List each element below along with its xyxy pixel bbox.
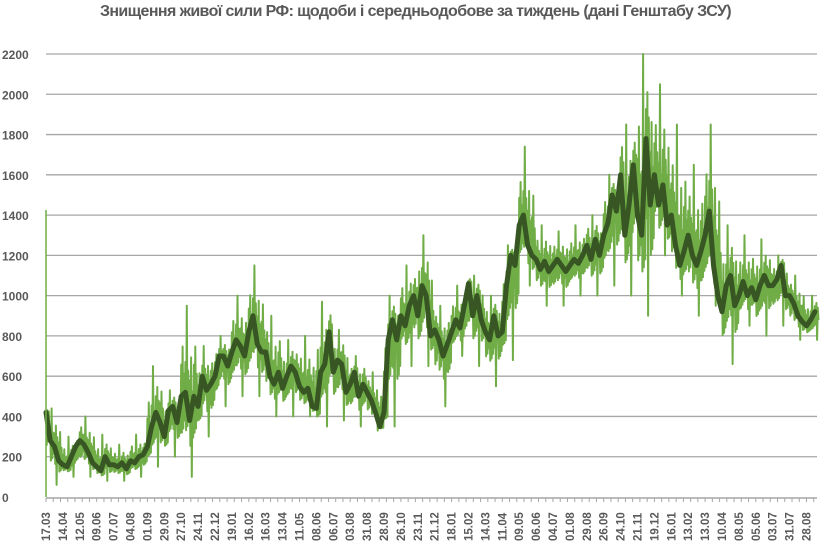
x-tick-label: 24.11 [193,512,205,541]
y-axis: 0 200 400 600 800 1000 1200 1400 1600 1800 2000 220… [2,48,29,505]
y-tick-label: 600 [2,370,22,384]
x-tick-label: 14.03 [480,512,492,541]
x-tick-label: 17.03 [41,512,53,541]
x-tick-label: 11.04 [497,512,509,541]
x-tick-label: 22.12 [210,512,222,541]
y-tick-label: 0 [2,491,9,505]
x-tick-label: 19.12 [649,512,661,541]
x-tick-label: 18.01 [447,512,459,541]
x-tick-label: 28.08 [802,512,814,541]
x-tick-label: 16.01 [666,512,678,541]
x-tick-label: 23.11 [413,512,425,541]
x-tick-label: 06.07 [328,512,340,541]
x-tick-label: 15.02 [464,512,476,541]
x-tick-label: 11.05 [295,512,307,541]
x-tick-label: 10.04 [717,512,729,541]
x-tick-label: 01.08 [565,512,577,541]
y-tick-label: 1600 [2,169,29,183]
x-tick-label: 31.07 [785,512,797,541]
x-axis: 17.03 14.04 12.05 09.06 07.07 04.08 01.09 29.09… [41,497,817,541]
x-tick-label: 09.05 [514,512,526,541]
x-tick-label: 19.01 [227,512,239,541]
series-group [43,53,820,497]
y-tick-label: 400 [2,410,22,424]
x-tick-label: 24.10 [616,512,628,541]
x-tick-label: 08.06 [311,512,323,541]
x-tick-label: 16.02 [244,512,256,541]
x-tick-label: 26.09 [599,512,611,541]
x-tick-label: 12.05 [75,512,87,541]
x-tick-label: 21.12 [430,512,442,541]
x-tick-label: 13.02 [683,512,695,541]
x-tick-label: 26.10 [396,512,408,541]
y-tick-label: 2000 [2,88,29,102]
x-tick-label: 14.04 [58,512,70,541]
y-tick-label: 1000 [2,290,29,304]
x-tick-label: 04.08 [126,512,138,541]
x-tick-label: 13.04 [278,512,290,541]
x-tick-label: 07.07 [109,512,121,541]
chart-title: Знищення живої сили РФ: щодоби і середнь… [99,3,732,20]
y-tick-label: 200 [2,451,22,465]
y-tick-label: 1400 [2,209,29,223]
x-tick-label: 21.11 [633,512,645,541]
x-tick-label: 29.08 [582,512,594,541]
x-tick-label: 29.09 [159,512,171,541]
x-tick-label: 04.07 [548,512,560,541]
x-tick-label: 06.06 [531,512,543,541]
daily-series-line [45,53,820,486]
x-tick-label: 08.05 [734,512,746,541]
x-tick-label: 05.06 [751,512,763,541]
x-tick-label: 28.09 [379,512,391,541]
x-tick-label: 27.10 [176,512,188,541]
x-tick-label: 09.06 [92,512,104,541]
y-tick-label: 800 [2,330,22,344]
x-tick-label: 01.09 [142,512,154,541]
x-tick-label: 16.03 [261,512,273,541]
y-tick-label: 1200 [2,249,29,263]
x-tick-label: 03.08 [345,512,357,541]
x-tick-label: 31.08 [362,512,374,541]
x-tick-label: 13.03 [700,512,712,541]
x-tick-label: 03.07 [768,512,780,541]
y-tick-label: 2200 [2,48,29,62]
y-tick-label: 1800 [2,129,29,143]
